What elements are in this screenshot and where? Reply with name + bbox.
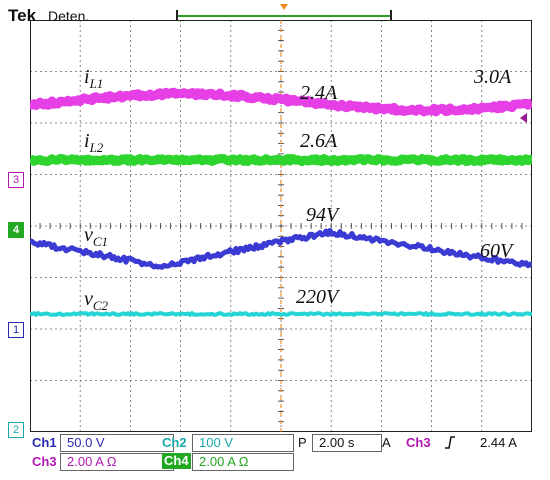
channel-1-ground-marker[interactable]: 1 <box>8 322 24 338</box>
timebase-label: P <box>298 435 307 450</box>
vC1-value-a: 94V <box>306 204 339 226</box>
settings-readout: Ch1 50.0 V Ch2 100 V P 2.00 s A Ch3 2.44… <box>30 433 540 473</box>
trigger-level-arrow-icon[interactable] <box>520 113 527 123</box>
ch2-scale[interactable]: 100 V <box>192 434 294 452</box>
brand-logo: Tek <box>8 6 37 25</box>
record-length-indicator <box>176 10 392 22</box>
trace-vC1 <box>30 228 532 270</box>
waveform-grid <box>30 20 532 432</box>
trigger-position-icon <box>280 4 288 10</box>
ch2-label[interactable]: Ch2 <box>162 435 187 450</box>
trigger-label: A <box>382 435 391 450</box>
vC2-value: 220V <box>296 286 339 308</box>
trace-label-vC1: vC1 <box>84 224 109 249</box>
trace-iL1 <box>30 87 532 117</box>
scope-display <box>30 20 532 432</box>
ch3-scale[interactable]: 2.00 A Ω <box>60 453 174 471</box>
vC1-value-b: 60V <box>480 240 513 262</box>
channel-4-ground-marker[interactable]: 4 <box>8 222 24 238</box>
trigger-level[interactable]: 2.44 A <box>480 435 517 450</box>
iL2-value: 2.6A <box>300 130 338 152</box>
trace-label-iL2: iL2 <box>84 130 104 155</box>
trigger-source[interactable]: Ch3 <box>406 435 431 450</box>
channel-3-ground-marker[interactable]: 3 <box>8 172 24 188</box>
trace-iL2 <box>30 154 532 166</box>
ch1-scale[interactable]: 50.0 V <box>60 434 174 452</box>
rising-edge-icon <box>445 436 455 449</box>
timebase-value[interactable]: 2.00 s <box>312 434 382 452</box>
iL1-value-a: 2.4A <box>300 82 338 104</box>
trace-label-vC2: vC2 <box>84 288 109 313</box>
ch1-label[interactable]: Ch1 <box>32 435 57 450</box>
ch3-label[interactable]: Ch3 <box>32 454 57 469</box>
trace-vC2 <box>30 311 532 317</box>
channel-2-ground-marker[interactable]: 2 <box>8 422 24 438</box>
ch4-label[interactable]: Ch4 <box>162 453 191 469</box>
trace-label-iL1: iL1 <box>84 66 104 91</box>
ch4-scale[interactable]: 2.00 A Ω <box>192 453 294 471</box>
iL1-value-b: 3.0A <box>474 66 512 88</box>
